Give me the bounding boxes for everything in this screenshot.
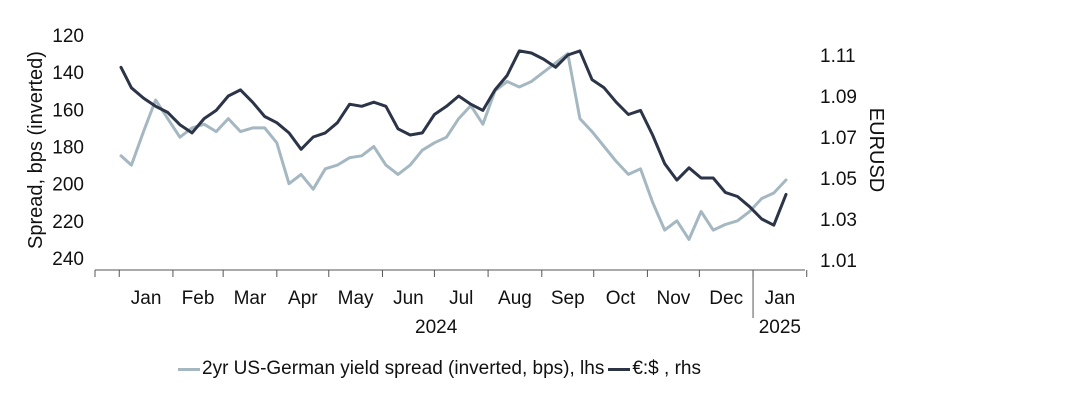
x-month-label: Feb: [182, 288, 215, 309]
legend: 2yr US-German yield spread (inverted, bp…: [178, 358, 701, 380]
legend-item-eurusd: €:$ , rhs: [608, 358, 701, 380]
left-axis-ticks: 120 140 160 180 200 220 240: [52, 26, 84, 270]
right-tick-label: 1.05: [820, 169, 857, 190]
x-month-label: Jan: [131, 288, 162, 309]
right-tick-label: 1.11: [820, 46, 856, 67]
spread-series-line: [119, 52, 788, 241]
left-tick-label: 240: [52, 249, 84, 270]
x-year-label: 2024: [415, 317, 458, 338]
left-tick-label: 140: [52, 63, 84, 84]
legend-swatch-eurusd: [608, 367, 631, 371]
x-month-label: Dec: [709, 288, 743, 309]
x-year-label: 2025: [759, 317, 801, 338]
x-month-label: May: [338, 288, 374, 309]
right-axis-ticks: 1.11 1.09 1.07 1.05 1.03 1.01: [820, 46, 857, 272]
series-layer: [119, 49, 788, 241]
legend-item-spread: 2yr US-German yield spread (inverted, bp…: [178, 358, 604, 380]
x-month-label: Jul: [449, 288, 473, 309]
left-tick-label: 180: [52, 138, 84, 159]
legend-swatch-spread: [178, 367, 200, 371]
x-month-label: Apr: [288, 288, 318, 309]
right-tick-label: 1.07: [820, 128, 857, 149]
x-month-label: Oct: [606, 288, 636, 309]
right-tick-label: 1.03: [820, 210, 857, 231]
right-axis-title: EURUSD: [865, 108, 887, 192]
right-tick-label: 1.01: [820, 251, 857, 272]
eurusd-series-line: [119, 49, 788, 227]
left-axis-title: Spread, bps (inverted): [25, 51, 47, 249]
x-axis-ticks: Jan Feb Mar Apr May Jun Jul Aug Sep Oct Nov Dec Jan 2…: [94, 270, 808, 338]
left-tick-label: 160: [52, 100, 84, 121]
x-month-label: Jan: [765, 288, 796, 309]
left-tick-label: 220: [52, 212, 84, 233]
x-month-label: Sep: [551, 288, 585, 309]
right-tick-label: 1.09: [820, 87, 857, 108]
left-tick-label: 120: [52, 26, 84, 47]
x-month-label: Jun: [393, 288, 424, 309]
legend-label-eurusd: €:$ , rhs: [632, 358, 701, 379]
legend-label-spread: 2yr US-German yield spread (inverted, bp…: [202, 358, 605, 379]
x-month-label: Mar: [234, 288, 267, 309]
x-month-label: Nov: [656, 288, 690, 309]
x-month-label: Aug: [498, 288, 532, 309]
left-tick-label: 200: [52, 175, 84, 196]
